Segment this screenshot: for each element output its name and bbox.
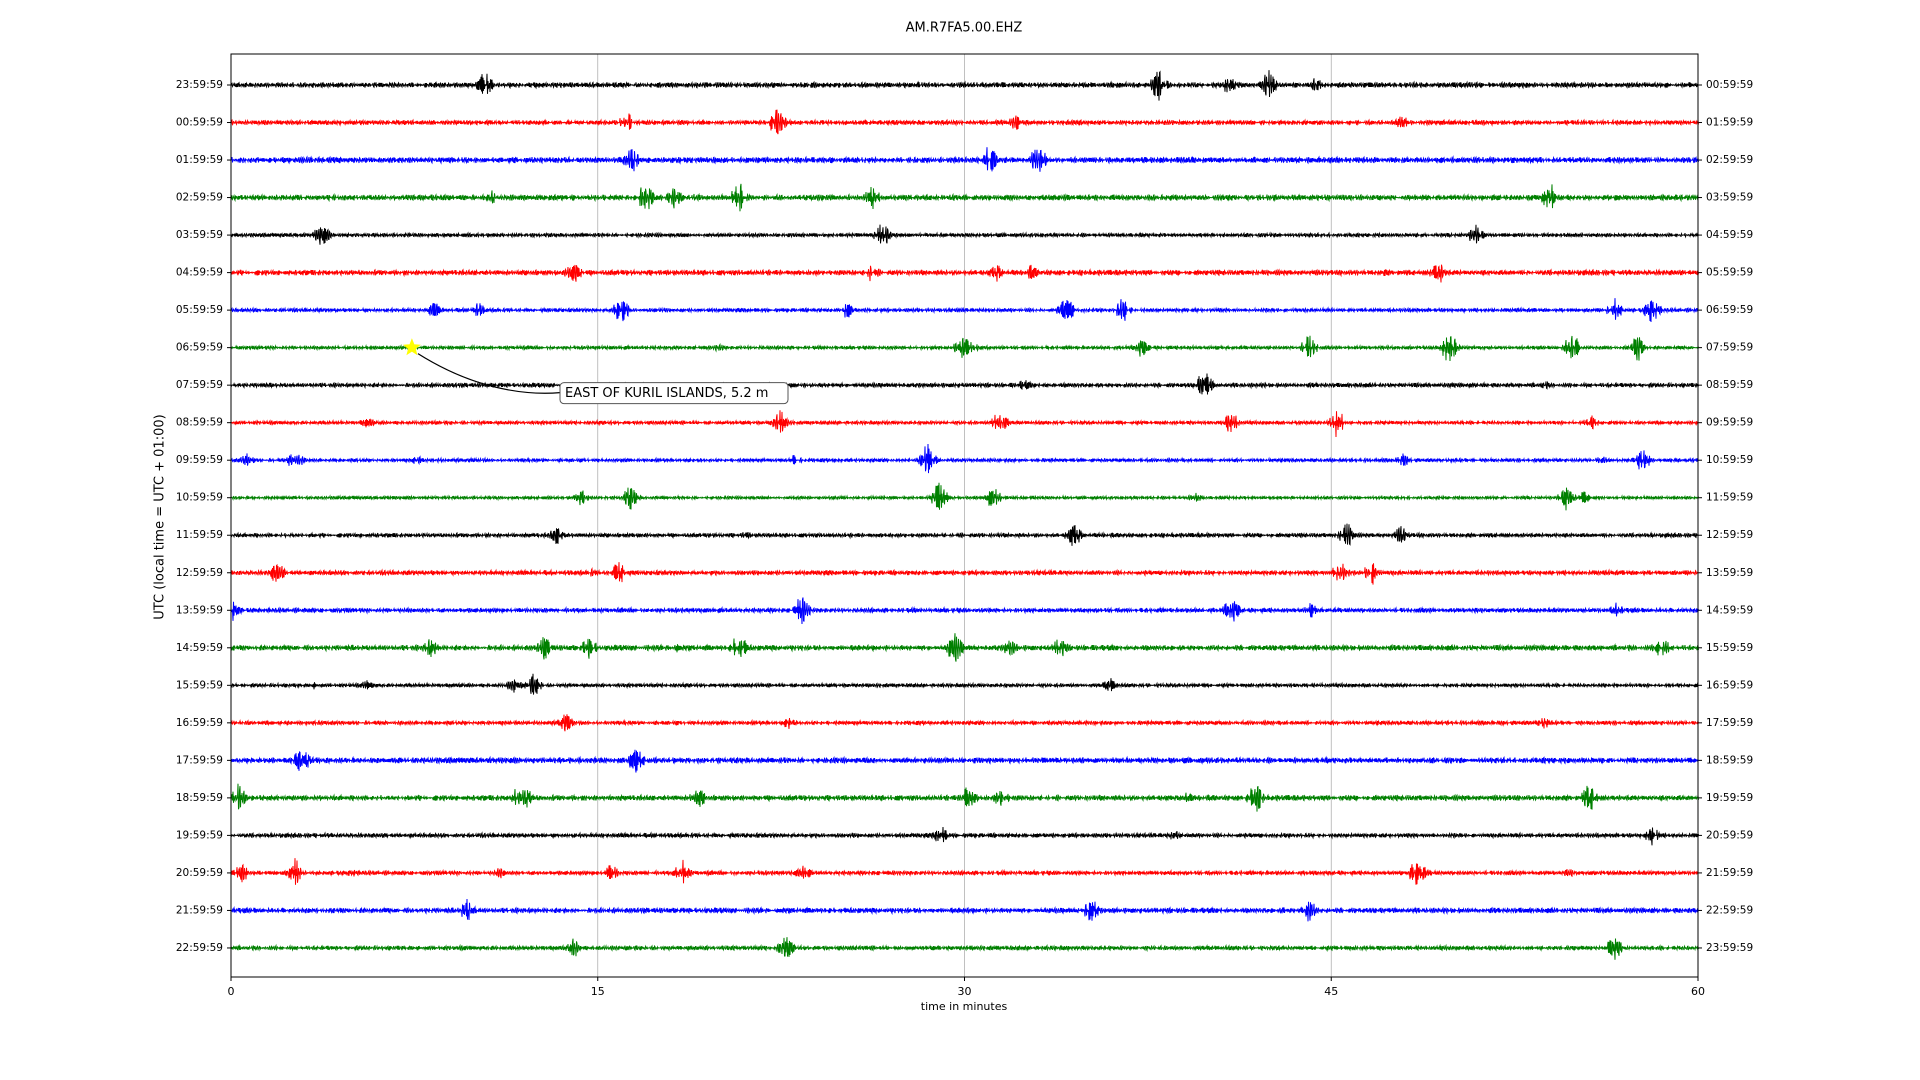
y2-tick-label: 01:59:59: [1706, 117, 1753, 129]
x-tick-label: 30: [958, 985, 972, 998]
trace: [230, 562, 1699, 585]
y-tick-label: 02:59:59: [176, 192, 223, 204]
y2-tick-label: 15:59:59: [1706, 642, 1753, 654]
trace: [230, 714, 1699, 732]
y2-tick-label: 09:59:59: [1706, 417, 1753, 429]
trace: [230, 335, 1699, 362]
y-tick-label: 08:59:59: [176, 417, 223, 429]
y2-tick-label: 13:59:59: [1706, 567, 1753, 579]
y-tick-label: 19:59:59: [176, 829, 223, 841]
y-tick-label: 16:59:59: [176, 717, 223, 729]
y-tick-label: 13:59:59: [176, 604, 223, 616]
x-tick-label: 45: [1324, 985, 1338, 998]
y2-tick-label: 20:59:59: [1706, 829, 1753, 841]
y-tick-label: 07:59:59: [176, 379, 223, 391]
event-marker: [403, 338, 421, 356]
trace: [230, 898, 1699, 922]
y2-tick-label: 10:59:59: [1706, 454, 1753, 466]
trace: [230, 937, 1699, 960]
trace: [230, 633, 1699, 662]
trace: [230, 183, 1699, 212]
y2-tick-label: 02:59:59: [1706, 154, 1753, 166]
y-tick-label: 15:59:59: [176, 679, 223, 691]
y2-tick-label: 23:59:59: [1706, 942, 1753, 954]
x-tick-label: 0: [228, 985, 235, 998]
y-tick-label: 10:59:59: [176, 492, 223, 504]
y-tick-label: 00:59:59: [176, 117, 223, 129]
trace: [230, 264, 1699, 283]
y-tick-label: 14:59:59: [176, 642, 223, 654]
trace: [230, 826, 1699, 846]
y-tick-label: 20:59:59: [176, 867, 223, 879]
trace: [230, 482, 1699, 511]
x-tick-label: 15: [591, 985, 605, 998]
x-axis-label: time in minutes: [921, 1000, 1008, 1013]
chart-title: AM.R7FA5.00.EHZ: [906, 21, 1023, 36]
trace: [230, 70, 1699, 101]
trace: [230, 147, 1699, 172]
x-tick-label: 60: [1691, 985, 1705, 998]
trace: [230, 224, 1699, 245]
y-tick-label: 21:59:59: [176, 904, 223, 916]
y-tick-label: 12:59:59: [176, 567, 223, 579]
trace: [230, 749, 1699, 773]
y2-tick-label: 12:59:59: [1706, 529, 1753, 541]
y2-tick-label: 22:59:59: [1706, 904, 1753, 916]
y2-tick-label: 21:59:59: [1706, 867, 1753, 879]
y-tick-label: 18:59:59: [176, 792, 223, 804]
trace: [230, 109, 1699, 135]
y-tick-label: 06:59:59: [176, 342, 223, 354]
y-tick-label: 01:59:59: [176, 154, 223, 166]
y2-tick-label: 14:59:59: [1706, 604, 1753, 616]
y2-tick-label: 08:59:59: [1706, 379, 1753, 391]
annotation-text: EAST OF KURIL ISLANDS, 5.2 m: [565, 386, 768, 401]
y2-tick-label: 07:59:59: [1706, 342, 1753, 354]
y-tick-label: 17:59:59: [176, 754, 223, 766]
trace: [230, 298, 1699, 323]
y-tick-label: 03:59:59: [176, 229, 223, 241]
y2-tick-label: 04:59:59: [1706, 229, 1753, 241]
trace: [230, 523, 1699, 546]
y2-tick-label: 16:59:59: [1706, 679, 1753, 691]
y-tick-label: 05:59:59: [176, 304, 223, 316]
y2-tick-label: 17:59:59: [1706, 717, 1753, 729]
trace: [230, 373, 1699, 395]
annotation-box: [559, 382, 789, 405]
y2-tick-label: 18:59:59: [1706, 754, 1753, 766]
y-tick-label: 11:59:59: [176, 529, 223, 541]
y2-tick-label: 03:59:59: [1706, 192, 1753, 204]
y-tick-label: 22:59:59: [176, 942, 223, 954]
y-tick-label: 23:59:59: [176, 79, 223, 91]
y2-tick-label: 11:59:59: [1706, 492, 1753, 504]
annotation-arrow: [417, 353, 561, 394]
y-tick-label: 09:59:59: [176, 454, 223, 466]
trace: [230, 858, 1699, 885]
trace: [230, 783, 1699, 812]
y2-tick-label: 00:59:59: [1706, 79, 1753, 91]
y2-tick-label: 19:59:59: [1706, 792, 1753, 804]
plot-frame: [230, 53, 1699, 978]
trace: [230, 443, 1699, 474]
y2-tick-label: 05:59:59: [1706, 267, 1753, 279]
y-tick-label: 04:59:59: [176, 267, 223, 279]
trace: [230, 673, 1699, 695]
trace: [230, 597, 1699, 625]
y-axis-label: UTC (local time = UTC + 01:00): [153, 414, 168, 619]
trace: [230, 410, 1699, 438]
y2-tick-label: 06:59:59: [1706, 304, 1753, 316]
